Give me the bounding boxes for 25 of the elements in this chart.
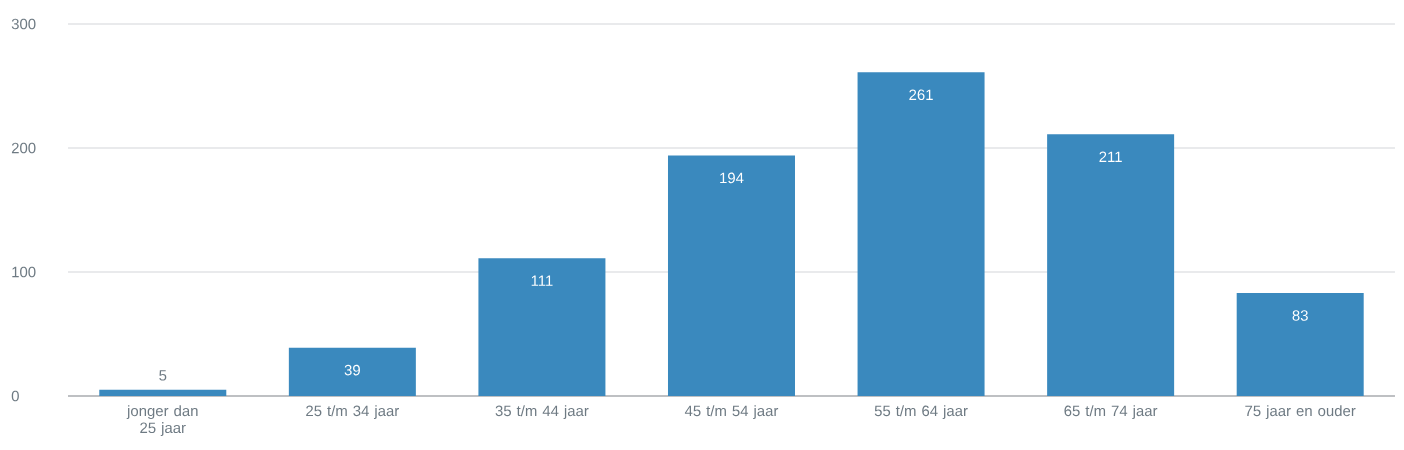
bar [288,347,416,396]
x-tick-label: jonger dan 25 jaar [126,405,198,437]
y-tick-label: 300 [11,18,36,30]
data-label: 194 [720,172,744,184]
y-tick-label: 0 [11,390,19,402]
x-tick-label: 45 t/m 54 jaar [684,405,779,420]
bar [478,258,606,396]
x-tick-label: 65 t/m 74 jaar [1064,405,1158,420]
y-tick-label: 200 [11,142,36,154]
x-tick-label: 55 t/m 64 jaar [874,405,968,420]
x-tick-label: 75 jaar en ouder [1245,405,1356,420]
bar [99,389,227,396]
bar [857,72,985,396]
data-label: 5 [159,370,167,381]
data-label: 111 [531,275,553,286]
data-label: 211 [1099,151,1122,162]
bar [1236,293,1364,396]
y-tick-label: 100 [12,266,36,278]
x-tick-label: 25 t/m 34 jaar [306,405,399,420]
x-tick-label: 35 t/m 44 jaar [495,405,589,420]
bar [667,155,795,396]
bar [1047,134,1175,396]
data-label: 83 [1292,310,1308,321]
data-label: 39 [344,364,360,376]
data-label: 261 [909,89,933,101]
